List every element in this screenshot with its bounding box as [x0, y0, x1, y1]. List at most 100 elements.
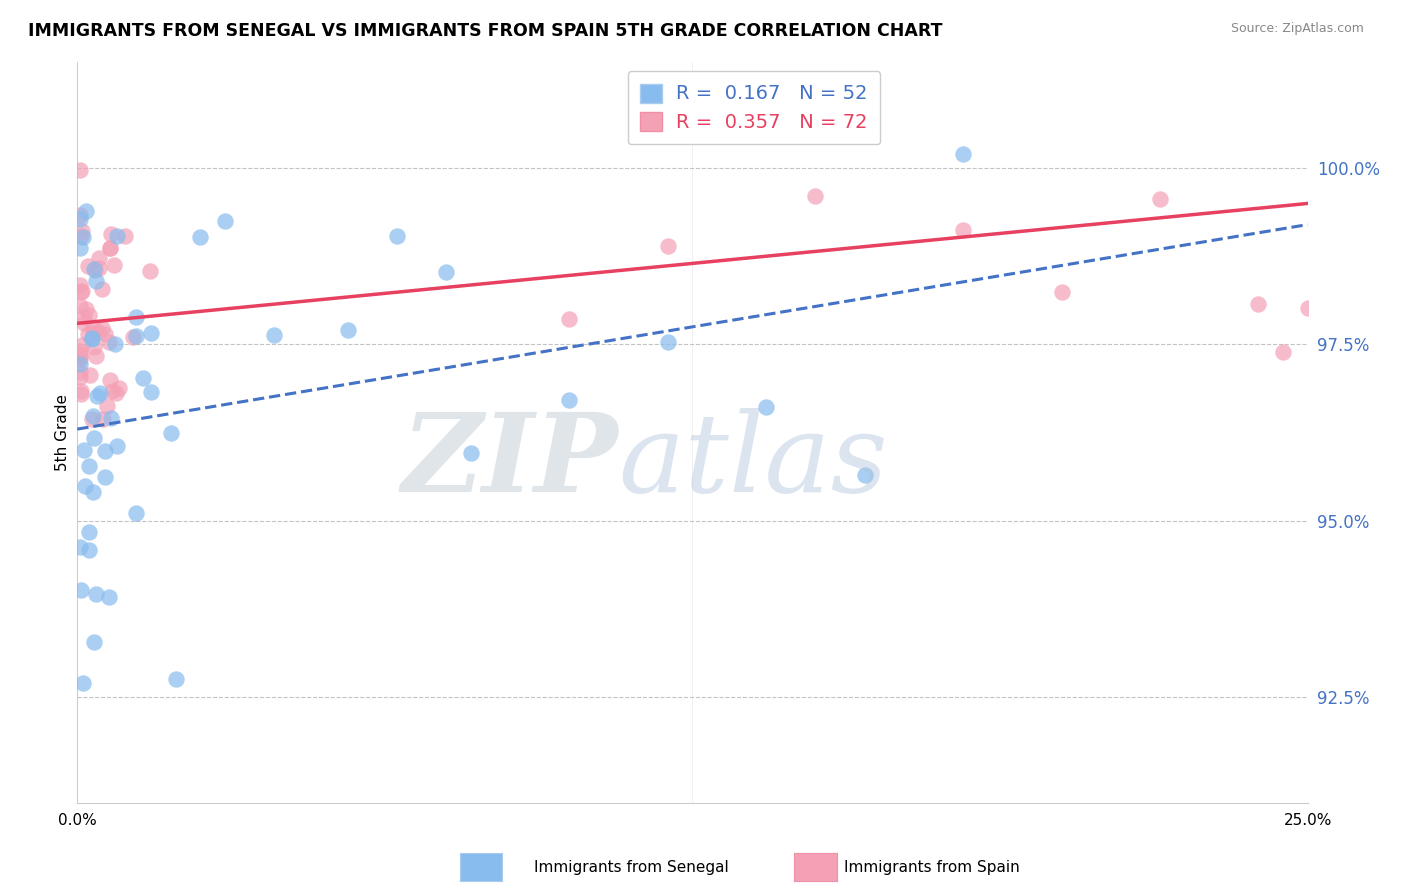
Point	[97, 334, 120, 349]
Point	[107, 381, 129, 395]
Point	[77, 327, 100, 342]
Point	[69, 349, 91, 363]
Point	[657, 239, 679, 253]
Point	[1296, 301, 1319, 315]
Point	[83, 340, 105, 354]
Point	[83, 432, 105, 446]
Point	[69, 357, 91, 371]
Point	[73, 479, 96, 493]
Point	[70, 387, 93, 401]
Point	[87, 251, 110, 265]
Point	[460, 445, 482, 459]
Point	[72, 316, 94, 330]
Point	[69, 540, 91, 554]
Point	[385, 229, 409, 244]
Point	[1272, 344, 1295, 359]
Point	[86, 389, 108, 403]
Y-axis label: 5th Grade: 5th Grade	[55, 394, 70, 471]
Point	[87, 260, 110, 275]
Point	[79, 368, 101, 382]
Point	[804, 188, 827, 202]
Point	[952, 147, 974, 161]
Point	[77, 260, 100, 274]
Point	[657, 335, 679, 350]
Point	[160, 426, 183, 441]
Point	[97, 590, 120, 604]
Point	[94, 327, 117, 342]
Point	[89, 385, 111, 400]
Point	[69, 163, 91, 178]
Text: Source: ZipAtlas.com: Source: ZipAtlas.com	[1230, 22, 1364, 36]
Point	[139, 264, 162, 278]
Point	[1149, 192, 1171, 206]
Point	[952, 222, 974, 236]
Point	[853, 468, 876, 483]
Point	[77, 524, 100, 539]
Point	[69, 343, 91, 358]
Point	[72, 224, 94, 238]
Point	[263, 328, 285, 343]
Point	[139, 384, 162, 399]
Point	[98, 241, 121, 255]
Point	[69, 209, 91, 223]
Point	[77, 542, 100, 557]
Point	[69, 366, 91, 380]
Point	[141, 326, 163, 340]
Point	[69, 212, 91, 227]
Point	[70, 384, 93, 398]
Point	[84, 262, 107, 277]
Point	[100, 411, 122, 425]
Point	[72, 230, 94, 244]
Point	[103, 258, 125, 272]
Point	[69, 351, 91, 366]
Point	[100, 227, 122, 241]
Point	[114, 229, 136, 244]
Text: ZIP: ZIP	[402, 409, 619, 516]
Point	[337, 323, 360, 337]
Text: IMMIGRANTS FROM SENEGAL VS IMMIGRANTS FROM SPAIN 5TH GRADE CORRELATION CHART: IMMIGRANTS FROM SENEGAL VS IMMIGRANTS FR…	[28, 22, 942, 40]
Legend: R =  0.167   N = 52, R =  0.357   N = 72: R = 0.167 N = 52, R = 0.357 N = 72	[627, 71, 880, 145]
Point	[82, 409, 104, 424]
Point	[69, 370, 91, 384]
Point	[436, 264, 458, 278]
Point	[69, 241, 91, 255]
Point	[558, 311, 581, 326]
Point	[72, 676, 94, 690]
Point	[75, 301, 97, 316]
Point	[73, 310, 96, 325]
Point	[94, 469, 117, 483]
Point	[165, 672, 187, 686]
Point	[73, 443, 96, 458]
Point	[101, 384, 124, 398]
Point	[84, 275, 107, 289]
Point	[91, 411, 114, 425]
Point	[77, 308, 100, 322]
Point	[69, 299, 91, 313]
Text: Immigrants from Senegal: Immigrants from Senegal	[534, 860, 730, 874]
Point	[93, 444, 115, 458]
Point	[188, 229, 212, 244]
Point	[86, 587, 108, 601]
Point	[82, 326, 104, 341]
Point	[98, 241, 121, 255]
Point	[132, 371, 155, 385]
Point	[214, 214, 236, 228]
Point	[755, 400, 778, 414]
Text: Immigrants from Spain: Immigrants from Spain	[844, 860, 1019, 874]
Point	[84, 349, 107, 363]
Point	[70, 285, 93, 299]
Point	[558, 392, 581, 407]
Point	[83, 634, 105, 648]
Point	[70, 228, 93, 243]
Point	[87, 325, 110, 339]
Point	[70, 583, 93, 598]
Point	[80, 331, 103, 345]
Point	[1050, 285, 1073, 300]
Text: atlas: atlas	[619, 409, 889, 516]
Point	[105, 229, 128, 244]
Point	[91, 282, 114, 296]
Point	[82, 320, 104, 334]
Point	[82, 412, 104, 426]
Point	[125, 506, 148, 520]
Point	[125, 328, 148, 343]
